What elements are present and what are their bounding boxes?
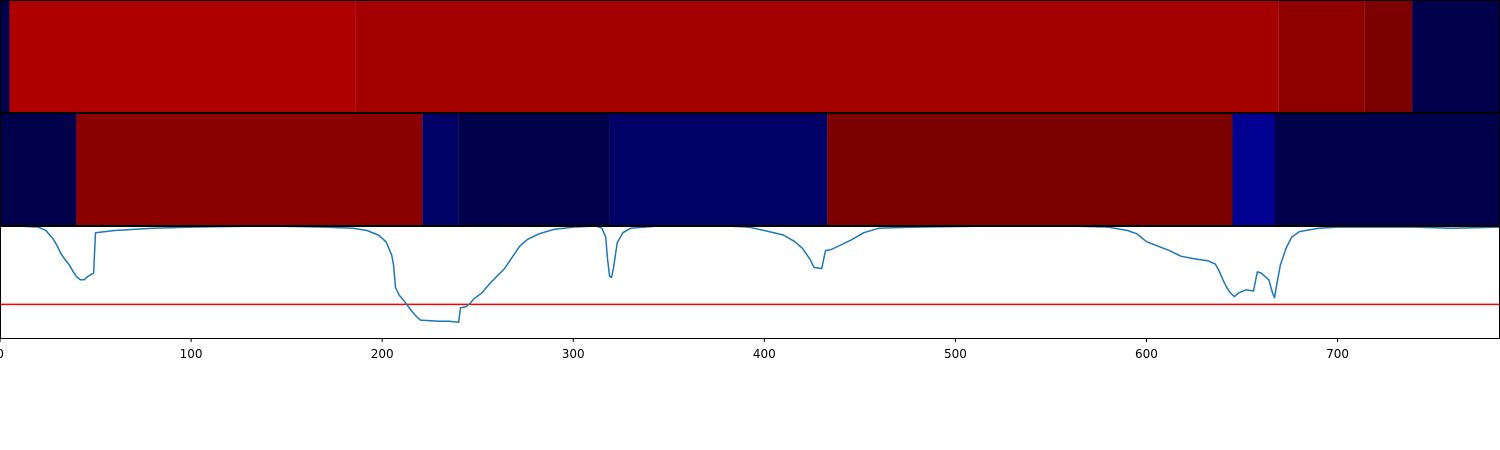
heatmap-segment-2-1 [76,113,423,225]
x-tick-label-300: 300 [562,347,585,361]
heatmap-panel-middle [0,113,1500,225]
line-plot-background [0,226,1500,338]
series-line [0,225,1500,324]
heatmap-segment-2-2 [422,113,459,225]
line-plot-panel [0,225,1500,338]
heatmap-panel-top [0,0,1500,112]
x-tick-label-100: 100 [180,347,203,361]
heatmap-segment-2-0 [0,113,77,225]
heatmap-segment-1-1 [9,0,356,112]
heatmap-segment-1-5 [1412,0,1500,112]
x-tick-label-600: 600 [1135,347,1158,361]
heatmap-segment-2-4 [609,113,828,225]
x-tick-label-700: 700 [1326,347,1349,361]
x-tick-label-500: 500 [944,347,967,361]
heatmap-segment-1-3 [1278,0,1365,112]
x-tick-label-400: 400 [753,347,776,361]
heatmap-segment-1-4 [1364,0,1413,112]
x-tick-label-200: 200 [371,347,394,361]
x-axis: 0 100 200 300 400 500 600 700 [0,338,1349,361]
x-tick-label-0: 0 [0,347,4,361]
heatmap-segment-2-7 [1274,113,1500,225]
heatmap-segment-1-2 [355,0,1279,112]
heatmap-segment-2-5 [827,113,1233,225]
heatmap-segment-2-3 [458,113,610,225]
heatmap-segment-1-0 [0,0,10,112]
heatmap-segment-2-6 [1232,113,1275,225]
